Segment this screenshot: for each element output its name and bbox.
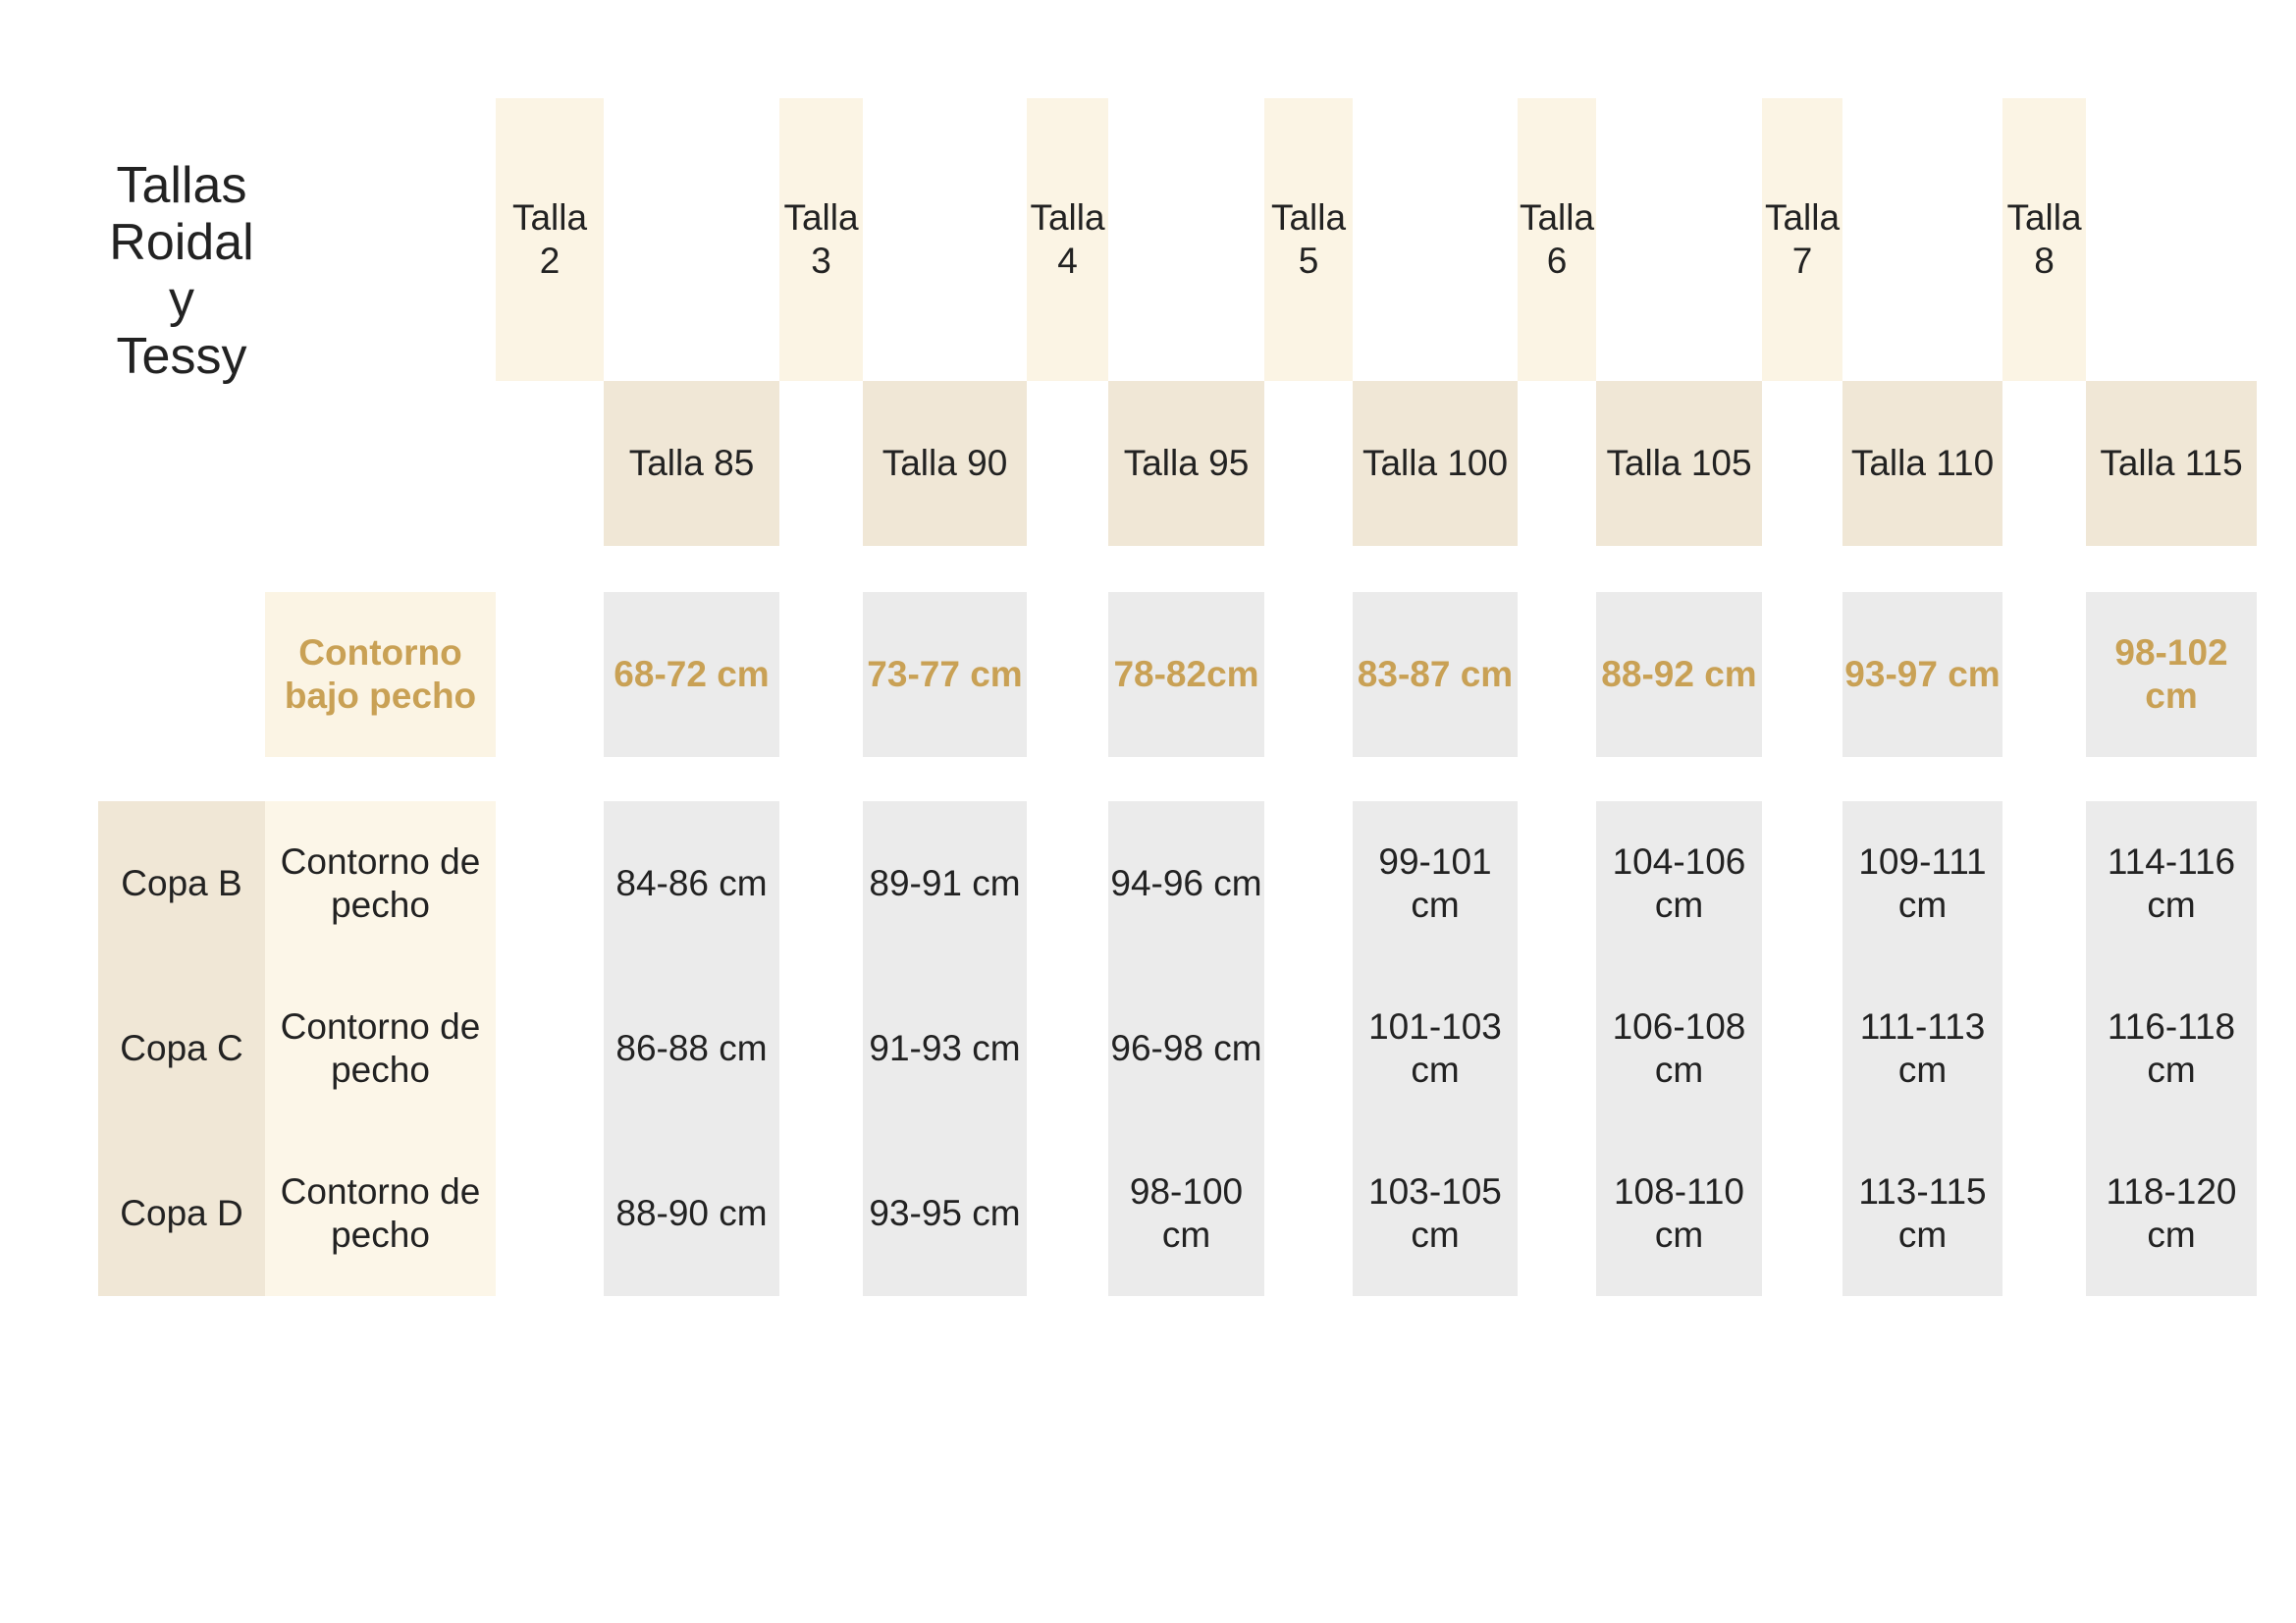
- talla-size-header: Talla 85: [604, 381, 779, 546]
- underbust-label: Contorno bajo pecho: [265, 592, 496, 757]
- underbust-value: 93-97 cm: [1842, 592, 2002, 757]
- bust-value: 89-91 cm: [863, 801, 1027, 966]
- bust-value: 101-103 cm: [1353, 966, 1518, 1131]
- talla-number-header: Talla 8: [2002, 98, 2086, 381]
- talla-size-header: Talla 105: [1596, 381, 1762, 546]
- talla-number-header: Talla 5: [1264, 98, 1353, 381]
- bust-value: 103-105 cm: [1353, 1131, 1518, 1296]
- cup-label: Copa C: [98, 966, 265, 1131]
- bust-value: 93-95 cm: [863, 1131, 1027, 1296]
- talla-number-header: Talla 2: [496, 98, 604, 381]
- talla-size-header: Talla 95: [1108, 381, 1264, 546]
- bust-value: 113-115 cm: [1842, 1131, 2002, 1296]
- underbust-value: 83-87 cm: [1353, 592, 1518, 757]
- bust-value: 98-100 cm: [1108, 1131, 1264, 1296]
- bust-value: 108-110 cm: [1596, 1131, 1762, 1296]
- bust-label: Contorno de pecho: [265, 801, 496, 966]
- bust-value: 114-116 cm: [2086, 801, 2257, 966]
- bust-value: 111-113 cm: [1842, 966, 2002, 1131]
- bust-value: 116-118 cm: [2086, 966, 2257, 1131]
- cup-label: Copa D: [98, 1131, 265, 1296]
- bust-value: 109-111 cm: [1842, 801, 2002, 966]
- bust-value: 106-108 cm: [1596, 966, 1762, 1131]
- talla-number-header: Talla 7: [1762, 98, 1842, 381]
- bust-value: 84-86 cm: [604, 801, 779, 966]
- bust-value: 118-120 cm: [2086, 1131, 2257, 1296]
- talla-number-header: Talla 4: [1027, 98, 1108, 381]
- cup-label: Copa B: [98, 801, 265, 966]
- underbust-value: 88-92 cm: [1596, 592, 1762, 757]
- talla-size-header: Talla 110: [1842, 381, 2002, 546]
- underbust-value: 98-102 cm: [2086, 592, 2257, 757]
- talla-number-header: Talla 3: [779, 98, 863, 381]
- bust-label: Contorno de pecho: [265, 966, 496, 1131]
- underbust-value: 68-72 cm: [604, 592, 779, 757]
- talla-size-header: Talla 115: [2086, 381, 2257, 546]
- bust-value: 99-101 cm: [1353, 801, 1518, 966]
- bust-value: 104-106 cm: [1596, 801, 1762, 966]
- talla-size-header: Talla 90: [863, 381, 1027, 546]
- underbust-value: 78-82cm: [1108, 592, 1264, 757]
- chart-title: Tallas Roidal y Tessy: [109, 157, 254, 385]
- talla-number-header: Talla 6: [1518, 98, 1596, 381]
- bust-value: 88-90 cm: [604, 1131, 779, 1296]
- talla-size-header: Talla 100: [1353, 381, 1518, 546]
- bust-value: 94-96 cm: [1108, 801, 1264, 966]
- bust-label: Contorno de pecho: [265, 1131, 496, 1296]
- underbust-value: 73-77 cm: [863, 592, 1027, 757]
- bust-value: 91-93 cm: [863, 966, 1027, 1131]
- bust-value: 86-88 cm: [604, 966, 779, 1131]
- bust-value: 96-98 cm: [1108, 966, 1264, 1131]
